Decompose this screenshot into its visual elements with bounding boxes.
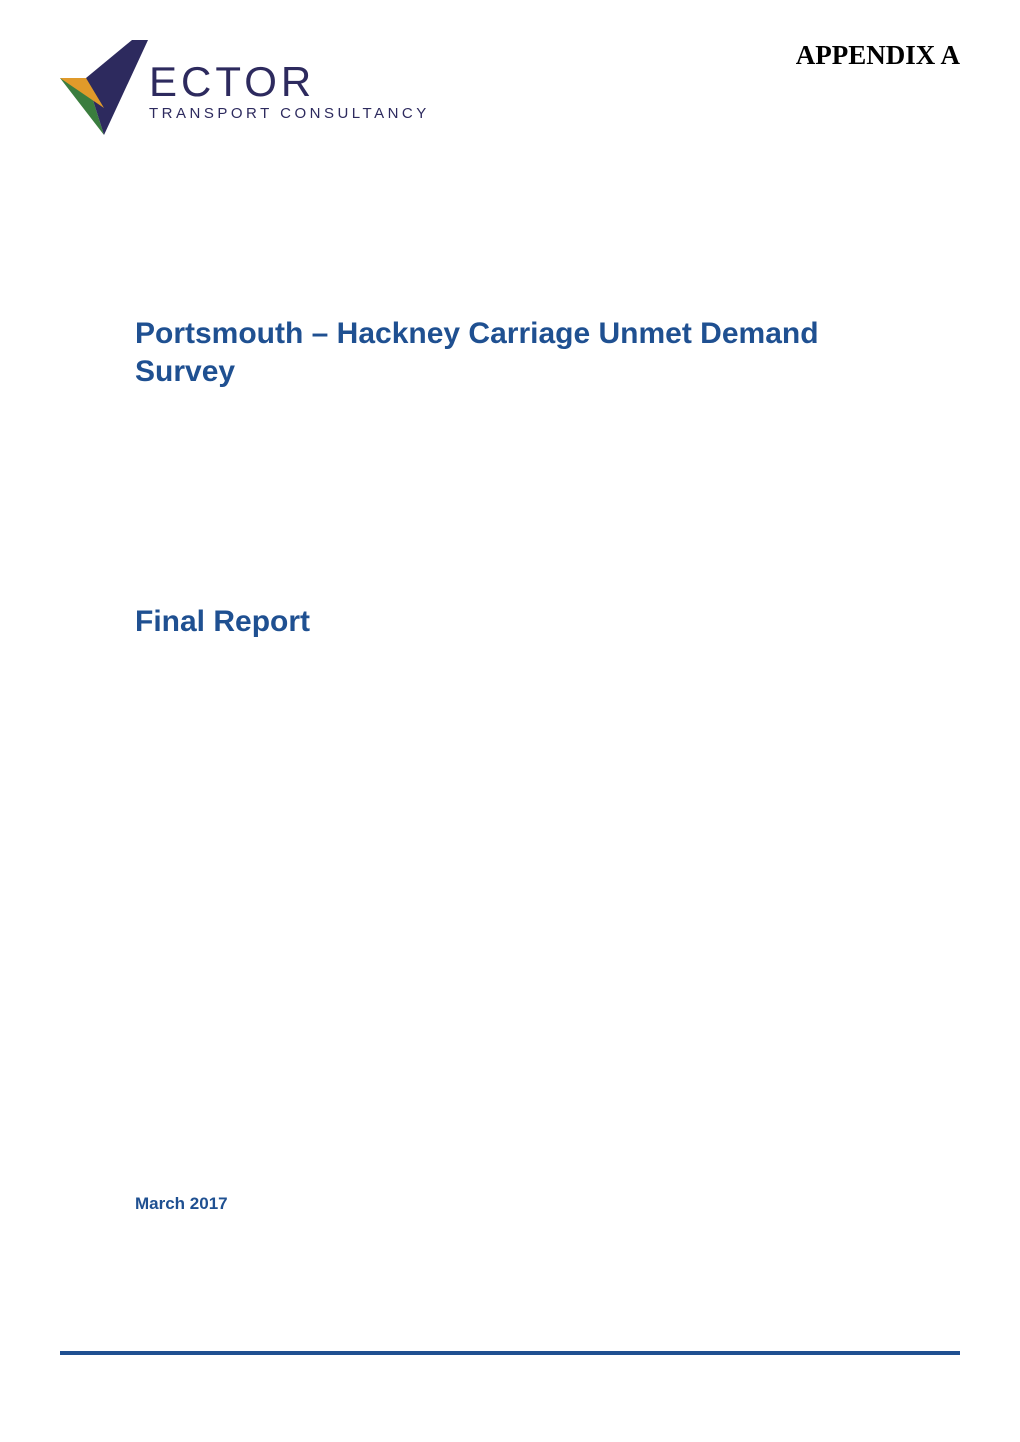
logo-checkmark-icon: [60, 40, 148, 135]
document-page: ECTOR TRANSPORT CONSULTANCY APPENDIX A P…: [0, 0, 1020, 1442]
header-row: ECTOR TRANSPORT CONSULTANCY APPENDIX A: [60, 40, 960, 135]
footer-divider: [60, 1351, 960, 1355]
logo-tagline: TRANSPORT CONSULTANCY: [149, 105, 430, 122]
date-text: March 2017: [135, 1194, 870, 1214]
logo-company-name: ECTOR: [149, 61, 430, 103]
logo-container: ECTOR TRANSPORT CONSULTANCY: [60, 40, 430, 135]
main-title: Portsmouth – Hackney Carriage Unmet Dema…: [135, 315, 870, 390]
appendix-label: APPENDIX A: [796, 40, 960, 71]
content-area: Portsmouth – Hackney Carriage Unmet Dema…: [60, 315, 960, 1214]
logo-text: ECTOR TRANSPORT CONSULTANCY: [149, 61, 430, 122]
subtitle: Final Report: [135, 605, 870, 639]
